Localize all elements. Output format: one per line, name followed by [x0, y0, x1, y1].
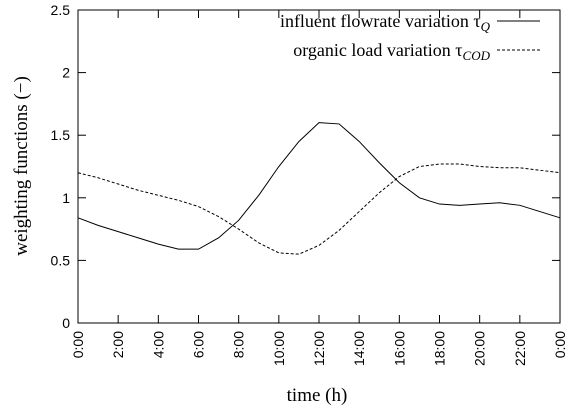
x-tick-label: 8:00 [231, 331, 247, 358]
x-tick-label: 10:00 [271, 331, 287, 366]
y-tick-label: 1.5 [51, 127, 71, 143]
legend-label: organic load variation τCOD [293, 40, 490, 63]
x-tick-label: 12:00 [311, 331, 327, 366]
x-tick-label: 0:00 [70, 331, 86, 358]
x-tick-label: 6:00 [191, 331, 207, 358]
y-tick-label: 0 [62, 315, 70, 331]
y-tick-label: 2 [62, 65, 70, 81]
x-tick-label: 20:00 [472, 331, 488, 366]
legend-label: influent flowrate variation τQ [280, 11, 491, 34]
y-tick-label: 0.5 [51, 252, 71, 268]
x-tick-label: 0:00 [552, 331, 568, 358]
series-line [77, 122, 561, 250]
x-tick-label: 2:00 [110, 331, 126, 358]
x-axis-label: time (h) [287, 385, 348, 406]
x-tick-label: 18:00 [432, 331, 448, 366]
x-tick-label: 22:00 [512, 331, 528, 366]
y-tick-label: 1 [62, 190, 70, 206]
x-tick-label: 14:00 [351, 331, 367, 366]
x-tick-label: 16:00 [391, 331, 407, 366]
y-axis-label: weighting functions (−) [11, 76, 32, 256]
x-tick-label: 4:00 [150, 331, 166, 358]
y-tick-label: 2.5 [51, 2, 71, 18]
series-line [77, 163, 561, 255]
